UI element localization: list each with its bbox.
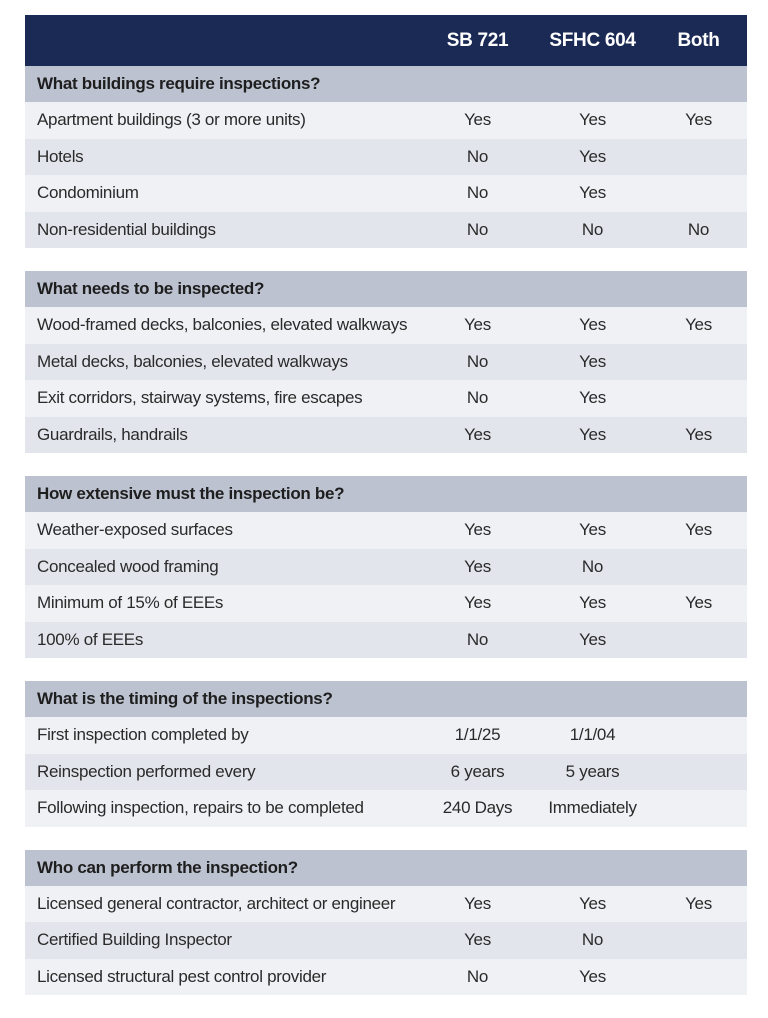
table-section: Who can perform the inspection? Licensed … xyxy=(25,849,747,995)
table-row: Reinspection performed every 6 years 5 yea… xyxy=(25,753,747,790)
row-label: Licensed structural pest control provide… xyxy=(37,966,327,986)
row-label: 100% of EEEs xyxy=(37,629,144,649)
cell-sfhc604: Yes xyxy=(579,520,606,540)
cell-both: Yes xyxy=(685,424,712,444)
cell-sfhc604: Yes xyxy=(579,893,606,913)
cell-both: Yes xyxy=(685,520,712,540)
table-section: How extensive must the inspection be? Wea… xyxy=(25,476,747,658)
row-label: Concealed wood framing xyxy=(37,556,219,576)
table-row: Following inspection, repairs to be comp… xyxy=(25,790,747,827)
section-title: Who can perform the inspection? xyxy=(37,857,298,877)
cell-both: Yes xyxy=(685,593,712,613)
row-label: Non-residential buildings xyxy=(37,219,216,239)
cell-both: Yes xyxy=(685,110,712,130)
table-row: Certified Building Inspector Yes No xyxy=(25,922,747,959)
cell-sb721: No xyxy=(466,629,489,649)
row-label: Apartment buildings (3 or more units) xyxy=(37,110,306,130)
table-row: Wood-framed decks, balconies, elevated w… xyxy=(25,307,747,344)
header-sb721: SB 721 xyxy=(446,29,509,51)
table-row: Metal decks, balconies, elevated walkway… xyxy=(25,343,747,380)
cell-sb721: Yes xyxy=(464,315,491,335)
row-label: Licensed general contractor, architect o… xyxy=(37,893,396,913)
section-header: What needs to be inspected? xyxy=(25,271,747,307)
cell-sb721: Yes xyxy=(464,893,491,913)
cell-sb721: No xyxy=(466,388,489,408)
table-row: Concealed wood framing Yes No xyxy=(25,548,747,585)
section-title: What is the timing of the inspections? xyxy=(37,689,333,708)
table-row: Non-residential buildings No No No xyxy=(25,211,747,248)
cell-both: Yes xyxy=(685,893,712,913)
table-row: Exit corridors, stairway systems, fire e… xyxy=(25,380,747,417)
table-row: Licensed structural pest control provide… xyxy=(25,958,747,995)
cell-sb721: Yes xyxy=(464,593,491,613)
table-row: Minimum of 15% of EEEs Yes Yes Yes xyxy=(25,585,747,622)
row-label: Guardrails, handrails xyxy=(37,424,188,444)
cell-sb721: 6 years xyxy=(450,761,505,781)
cell-sb721: Yes xyxy=(464,424,491,444)
section-header: What buildings require inspections? xyxy=(25,66,747,102)
row-label: Exit corridors, stairway systems, fire e… xyxy=(37,388,363,408)
section-title: What needs to be inspected? xyxy=(37,279,265,298)
row-label: Following inspection, repairs to be comp… xyxy=(37,798,364,818)
cell-sfhc604: Immediately xyxy=(548,798,637,818)
cell-sfhc604: No xyxy=(581,556,604,576)
table-row: 100% of EEEs No Yes xyxy=(25,621,747,658)
cell-sfhc604: Yes xyxy=(579,315,606,335)
table-row: Licensed general contractor, architect o… xyxy=(25,885,747,922)
cell-sb721: No xyxy=(466,146,489,166)
table-section: What is the timing of the inspections? Fi… xyxy=(25,681,747,827)
cell-both: Yes xyxy=(685,315,712,335)
cell-sb721: Yes xyxy=(464,520,491,540)
header-sfhc604: SFHC 604 xyxy=(549,29,636,51)
row-label: Condominium xyxy=(37,183,139,203)
cell-sfhc604: No xyxy=(581,930,604,950)
row-label: Metal decks, balconies, elevated walkway… xyxy=(37,351,348,371)
row-label: Reinspection performed every xyxy=(37,761,256,781)
table-row: First inspection completed by 1/1/25 1/1/0… xyxy=(25,717,747,754)
row-label: Certified Building Inspector xyxy=(37,930,232,950)
cell-sfhc604: Yes xyxy=(579,629,606,649)
cell-sfhc604: Yes xyxy=(579,966,606,986)
table-row: Apartment buildings (3 or more units) Yes… xyxy=(25,102,747,139)
comparison-table: SB 721 SFHC 604 Both What buildings requ… xyxy=(25,15,747,1018)
cell-sfhc604: Yes xyxy=(579,424,606,444)
row-label: Weather-exposed surfaces xyxy=(37,520,233,540)
row-label: First inspection completed by xyxy=(37,725,249,745)
table-row: Condominium No Yes xyxy=(25,175,747,212)
cell-sfhc604: Yes xyxy=(579,351,606,371)
section-title: How extensive must the inspection be? xyxy=(37,484,345,503)
cell-sb721: No xyxy=(466,183,489,203)
table-header: SB 721 SFHC 604 Both xyxy=(25,15,747,66)
table-section: What needs to be inspected? Wood-framed d… xyxy=(25,271,747,453)
cell-sfhc604: No xyxy=(581,219,604,239)
cell-sb721: 1/1/25 xyxy=(454,725,501,745)
row-label: Minimum of 15% of EEEs xyxy=(37,593,224,613)
cell-sfhc604: Yes xyxy=(579,388,606,408)
table-section: What buildings require inspections? Apart… xyxy=(25,66,747,248)
header-both: Both xyxy=(677,29,720,51)
cell-sfhc604: 5 years xyxy=(565,761,620,781)
section-header: Who can perform the inspection? xyxy=(25,849,747,886)
cell-sb721: No xyxy=(466,219,489,239)
cell-sfhc604: Yes xyxy=(579,593,606,613)
cell-sb721: 240 Days xyxy=(442,798,513,818)
cell-sb721: No xyxy=(466,351,489,371)
section-header: How extensive must the inspection be? xyxy=(25,476,747,512)
table-row: Guardrails, handrails Yes Yes Yes xyxy=(25,416,747,453)
cell-sfhc604: Yes xyxy=(579,146,606,166)
cell-sfhc604: 1/1/04 xyxy=(569,725,616,745)
cell-both: No xyxy=(687,219,710,239)
cell-sb721: No xyxy=(466,966,489,986)
cell-sfhc604: Yes xyxy=(579,110,606,130)
cell-sb721: Yes xyxy=(464,930,491,950)
row-label: Wood-framed decks, balconies, elevated w… xyxy=(37,315,408,335)
section-header: What is the timing of the inspections? xyxy=(25,681,747,717)
table-row: Weather-exposed surfaces Yes Yes Yes xyxy=(25,512,747,549)
cell-sfhc604: Yes xyxy=(579,183,606,203)
cell-sb721: Yes xyxy=(464,556,491,576)
row-label: Hotels xyxy=(37,146,84,166)
cell-sb721: Yes xyxy=(464,110,491,130)
table-row: Hotels No Yes xyxy=(25,138,747,175)
section-title: What buildings require inspections? xyxy=(37,74,321,93)
